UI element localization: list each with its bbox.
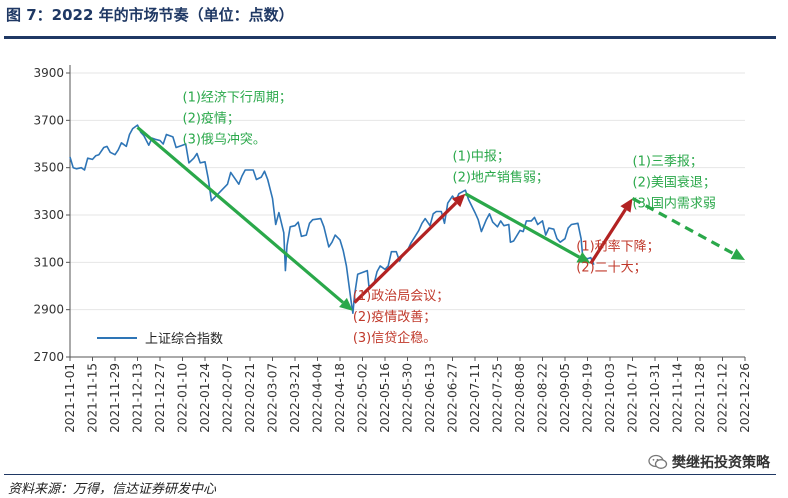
annotation-line: (2)二十大； bbox=[576, 261, 646, 276]
x-tick-label: 2022-10-03 bbox=[603, 363, 617, 433]
x-tick-label: 2022-04-04 bbox=[311, 363, 325, 433]
x-tick-label: 2022-06-27 bbox=[446, 363, 460, 433]
x-tick-label: 2022-01-24 bbox=[198, 363, 212, 433]
wechat-icon bbox=[648, 454, 668, 469]
x-tick-label: 2022-07-25 bbox=[491, 363, 505, 433]
y-tick-label: 3300 bbox=[33, 208, 64, 222]
x-tick-label: 2022-12-12 bbox=[716, 363, 730, 433]
x-tick-label: 2022-08-08 bbox=[513, 363, 527, 433]
x-tick-label: 2022-03-21 bbox=[288, 363, 302, 433]
annotation-line: (2)美国衰退； bbox=[633, 174, 716, 190]
x-tick-label: 2022-02-07 bbox=[221, 363, 235, 433]
title-rule bbox=[4, 36, 776, 39]
trend-arrow-green-head bbox=[576, 251, 591, 264]
trend-arrow-green-shaft bbox=[136, 126, 344, 304]
watermark: 樊继拓投资策略 bbox=[648, 452, 770, 472]
trend-arrow-red-shaft bbox=[589, 208, 627, 265]
annotation-line: (1)政治局会议； bbox=[353, 289, 449, 304]
legend-label: 上证综合指数 bbox=[145, 332, 223, 347]
x-tick-label: 2022-02-21 bbox=[243, 363, 257, 433]
x-tick-label: 2022-06-13 bbox=[423, 363, 437, 433]
y-axis-ticks: 2700 2900 3100 3300 3500 3700 3900 bbox=[33, 66, 70, 364]
annotation-line: (2)疫情改善； bbox=[353, 309, 436, 325]
annotation-line: (2)疫情； bbox=[183, 110, 240, 126]
x-tick-label: 2022-10-31 bbox=[648, 363, 662, 433]
trend-arrow-green-head bbox=[730, 248, 745, 260]
annotation-line: (1)中报； bbox=[453, 150, 510, 165]
annotation-line: (1)利率下降； bbox=[576, 239, 659, 255]
x-tick-label: 2022-11-14 bbox=[671, 363, 685, 433]
x-tick-label: 2022-05-02 bbox=[356, 363, 370, 433]
trend-arrow-green-head bbox=[339, 297, 353, 311]
x-tick-label: 2022-01-10 bbox=[176, 363, 190, 433]
x-tick-label: 2022-10-17 bbox=[626, 363, 640, 433]
x-tick-label: 2022-03-07 bbox=[266, 363, 280, 433]
x-tick-label: 2022-08-22 bbox=[536, 363, 550, 433]
legend: 上证综合指数 bbox=[97, 332, 223, 347]
annotations: (1)经济下行周期； (2)疫情； (3)俄乌冲突。 (1)政治局会议； (2)疫情改善… bbox=[183, 90, 716, 346]
y-tick-label: 2700 bbox=[33, 350, 64, 364]
trend-arrows bbox=[136, 126, 745, 311]
x-tick-label: 2022-05-16 bbox=[378, 363, 392, 433]
annotation-line: (1)经济下行周期； bbox=[183, 90, 292, 105]
annotation-line: (1)三季报； bbox=[633, 154, 703, 169]
x-tick-label: 2021-12-27 bbox=[153, 363, 167, 433]
x-tick-label: 2022-04-18 bbox=[333, 363, 347, 433]
source-note: 资料来源：万得，信达证券研发中心 bbox=[8, 482, 217, 497]
y-tick-label: 2900 bbox=[33, 303, 64, 317]
trend-arrow-red-head bbox=[620, 198, 633, 213]
annotation-line: (3)俄乌冲突。 bbox=[183, 131, 266, 147]
watermark-text: 樊继拓投资策略 bbox=[672, 455, 770, 471]
x-tick-label: 2022-05-30 bbox=[401, 363, 415, 433]
y-tick-label: 3700 bbox=[33, 113, 64, 127]
trend-arrow-red-shaft bbox=[353, 201, 458, 304]
x-tick-label: 2022-09-19 bbox=[581, 363, 595, 433]
trend-arrow-green-shaft bbox=[464, 192, 581, 259]
annotation-line: (3)国内需求弱 bbox=[633, 195, 716, 211]
y-tick-label: 3900 bbox=[33, 66, 64, 80]
x-axis-ticks: 2021-11-01 2021-11-15 2021-11-29 2021-12-13… bbox=[63, 357, 752, 433]
x-tick-label: 2021-11-29 bbox=[108, 363, 122, 433]
annotation-line: (3)信贷企稳。 bbox=[353, 330, 436, 346]
y-tick-label: 3100 bbox=[33, 255, 64, 269]
x-tick-label: 2022-11-28 bbox=[693, 363, 707, 433]
x-tick-label: 2021-12-13 bbox=[131, 363, 145, 433]
x-tick-label: 2021-11-01 bbox=[63, 363, 77, 433]
trend-arrow-red-head bbox=[451, 193, 466, 208]
figure-title: 图 7：2022 年的市场节奏（单位：点数） bbox=[6, 6, 294, 24]
y-tick-label: 3500 bbox=[33, 161, 64, 175]
x-tick-label: 2021-11-15 bbox=[86, 363, 100, 433]
series-layer bbox=[69, 124, 595, 314]
trend-arrow-green-shaft bbox=[631, 197, 735, 256]
x-tick-label: 2022-09-05 bbox=[558, 363, 572, 433]
series-line-shanghai-composite bbox=[69, 124, 595, 314]
footer-rule bbox=[4, 474, 776, 475]
annotation-line: (2)地产销售弱； bbox=[453, 170, 549, 186]
x-tick-label: 2022-07-11 bbox=[468, 363, 482, 433]
x-tick-label: 2022-12-26 bbox=[738, 363, 752, 433]
